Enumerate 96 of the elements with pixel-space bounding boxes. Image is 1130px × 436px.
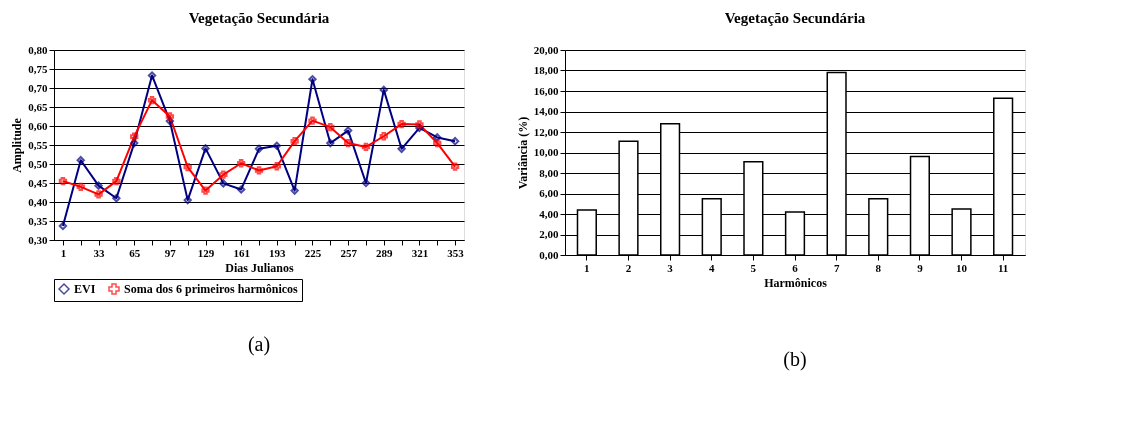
- x-tick-label: 257: [340, 246, 358, 259]
- x-tick-label: 7: [833, 261, 840, 274]
- point: [112, 176, 121, 186]
- y-tick-label: 0,80: [28, 43, 48, 56]
- x-axis-title: Harmônicos: [764, 275, 828, 290]
- y-tick-label: 14,00: [533, 105, 559, 117]
- point: [183, 162, 192, 172]
- y-tick-label: 0,50: [28, 157, 48, 170]
- point: [94, 181, 103, 190]
- point: [130, 132, 139, 141]
- x-tick-label: 33: [93, 246, 106, 259]
- point: [147, 96, 157, 105]
- x-tick-label: 161: [233, 246, 250, 259]
- y-tick-label: 8,00: [539, 166, 559, 179]
- x-tick-label: 97: [164, 246, 177, 259]
- point: [433, 138, 442, 148]
- y-tick-label: 12,00: [533, 125, 559, 138]
- point: [165, 112, 175, 121]
- point: [254, 144, 264, 153]
- y-tick-label: 0,00: [539, 248, 559, 261]
- x-tick-label: 1: [60, 246, 67, 259]
- point: [112, 194, 121, 203]
- x-tick-label: 5: [750, 261, 757, 274]
- point: [326, 138, 335, 148]
- y-tick-label: 0,45: [28, 176, 48, 189]
- chart-title: Vegetação Secundária: [724, 10, 866, 26]
- point: [361, 178, 371, 188]
- point: [326, 122, 335, 132]
- y-tick-label: 4,00: [539, 207, 559, 220]
- y-axis-title: Variância (%): [515, 116, 530, 190]
- point: [343, 126, 353, 135]
- y-tick-label: 0,65: [28, 100, 48, 113]
- point: [361, 142, 371, 152]
- x-tick-label: 3: [667, 261, 674, 274]
- y-tick-label: 0,75: [28, 62, 48, 75]
- y-tick-label: 0,40: [28, 195, 48, 208]
- point: [308, 116, 317, 125]
- point: [58, 176, 68, 186]
- point: [343, 138, 353, 148]
- point: [415, 120, 424, 129]
- x-tick-label: 65: [129, 246, 141, 259]
- y-tick-label: 0,30: [28, 233, 48, 246]
- x-tick-label: 10: [956, 261, 968, 274]
- y-tick-label: 16,00: [533, 84, 559, 97]
- x-tick-label: 1: [584, 261, 590, 274]
- point: [76, 156, 85, 165]
- chart-title: Vegetação Secundária: [188, 10, 330, 26]
- x-tick-label: 4: [708, 261, 715, 274]
- point: [201, 186, 210, 195]
- point: [58, 221, 68, 231]
- y-tick-label: 18,00: [533, 64, 559, 76]
- point: [450, 162, 460, 171]
- x-axis-title: Dias Julianos: [225, 260, 295, 275]
- point: [147, 71, 157, 80]
- x-tick-label: 353: [447, 246, 465, 259]
- point: [201, 144, 210, 153]
- y-tick-label: 0,55: [28, 138, 48, 151]
- point: [237, 159, 246, 168]
- x-tick-label: 8: [875, 261, 882, 274]
- y-tick-label: 10,00: [533, 146, 559, 158]
- x-tick-label: 9: [917, 261, 924, 274]
- point: [450, 137, 460, 146]
- x-tick-label: 193: [269, 246, 287, 259]
- legend-label: EVI: [74, 282, 96, 296]
- y-tick-label: 20,00: [533, 43, 559, 56]
- point: [76, 182, 85, 191]
- x-tick-label: 129: [197, 246, 215, 259]
- text: (a): [247, 333, 271, 356]
- point: [308, 75, 317, 84]
- point: [379, 132, 388, 141]
- text: (b): [783, 348, 807, 371]
- x-tick-label: 2: [625, 261, 632, 274]
- x-tick-label: 321: [411, 246, 429, 259]
- point: [94, 190, 103, 199]
- y-axis-title: Amplitude: [10, 117, 25, 173]
- point: [397, 144, 406, 153]
- point: [290, 186, 299, 195]
- y-tick-label: 0,70: [28, 81, 48, 94]
- y-tick-label: 0,60: [28, 119, 48, 132]
- y-tick-label: 2,00: [539, 228, 559, 240]
- point: [183, 195, 192, 205]
- point: [237, 185, 246, 194]
- x-tick-label: 225: [304, 246, 322, 259]
- point: [219, 179, 228, 188]
- legend-label: Soma dos 6 primeiros harmônicos: [124, 282, 299, 296]
- x-tick-label: 11: [997, 261, 1009, 274]
- point: [290, 137, 299, 146]
- point: [272, 141, 281, 150]
- point: [219, 170, 228, 179]
- point: [397, 119, 406, 129]
- point: [272, 162, 281, 171]
- y-tick-label: 6,00: [539, 187, 559, 199]
- point: [254, 166, 264, 175]
- y-tick-label: 0,35: [28, 214, 48, 227]
- x-tick-label: 289: [376, 246, 394, 259]
- x-tick-label: 6: [792, 261, 799, 274]
